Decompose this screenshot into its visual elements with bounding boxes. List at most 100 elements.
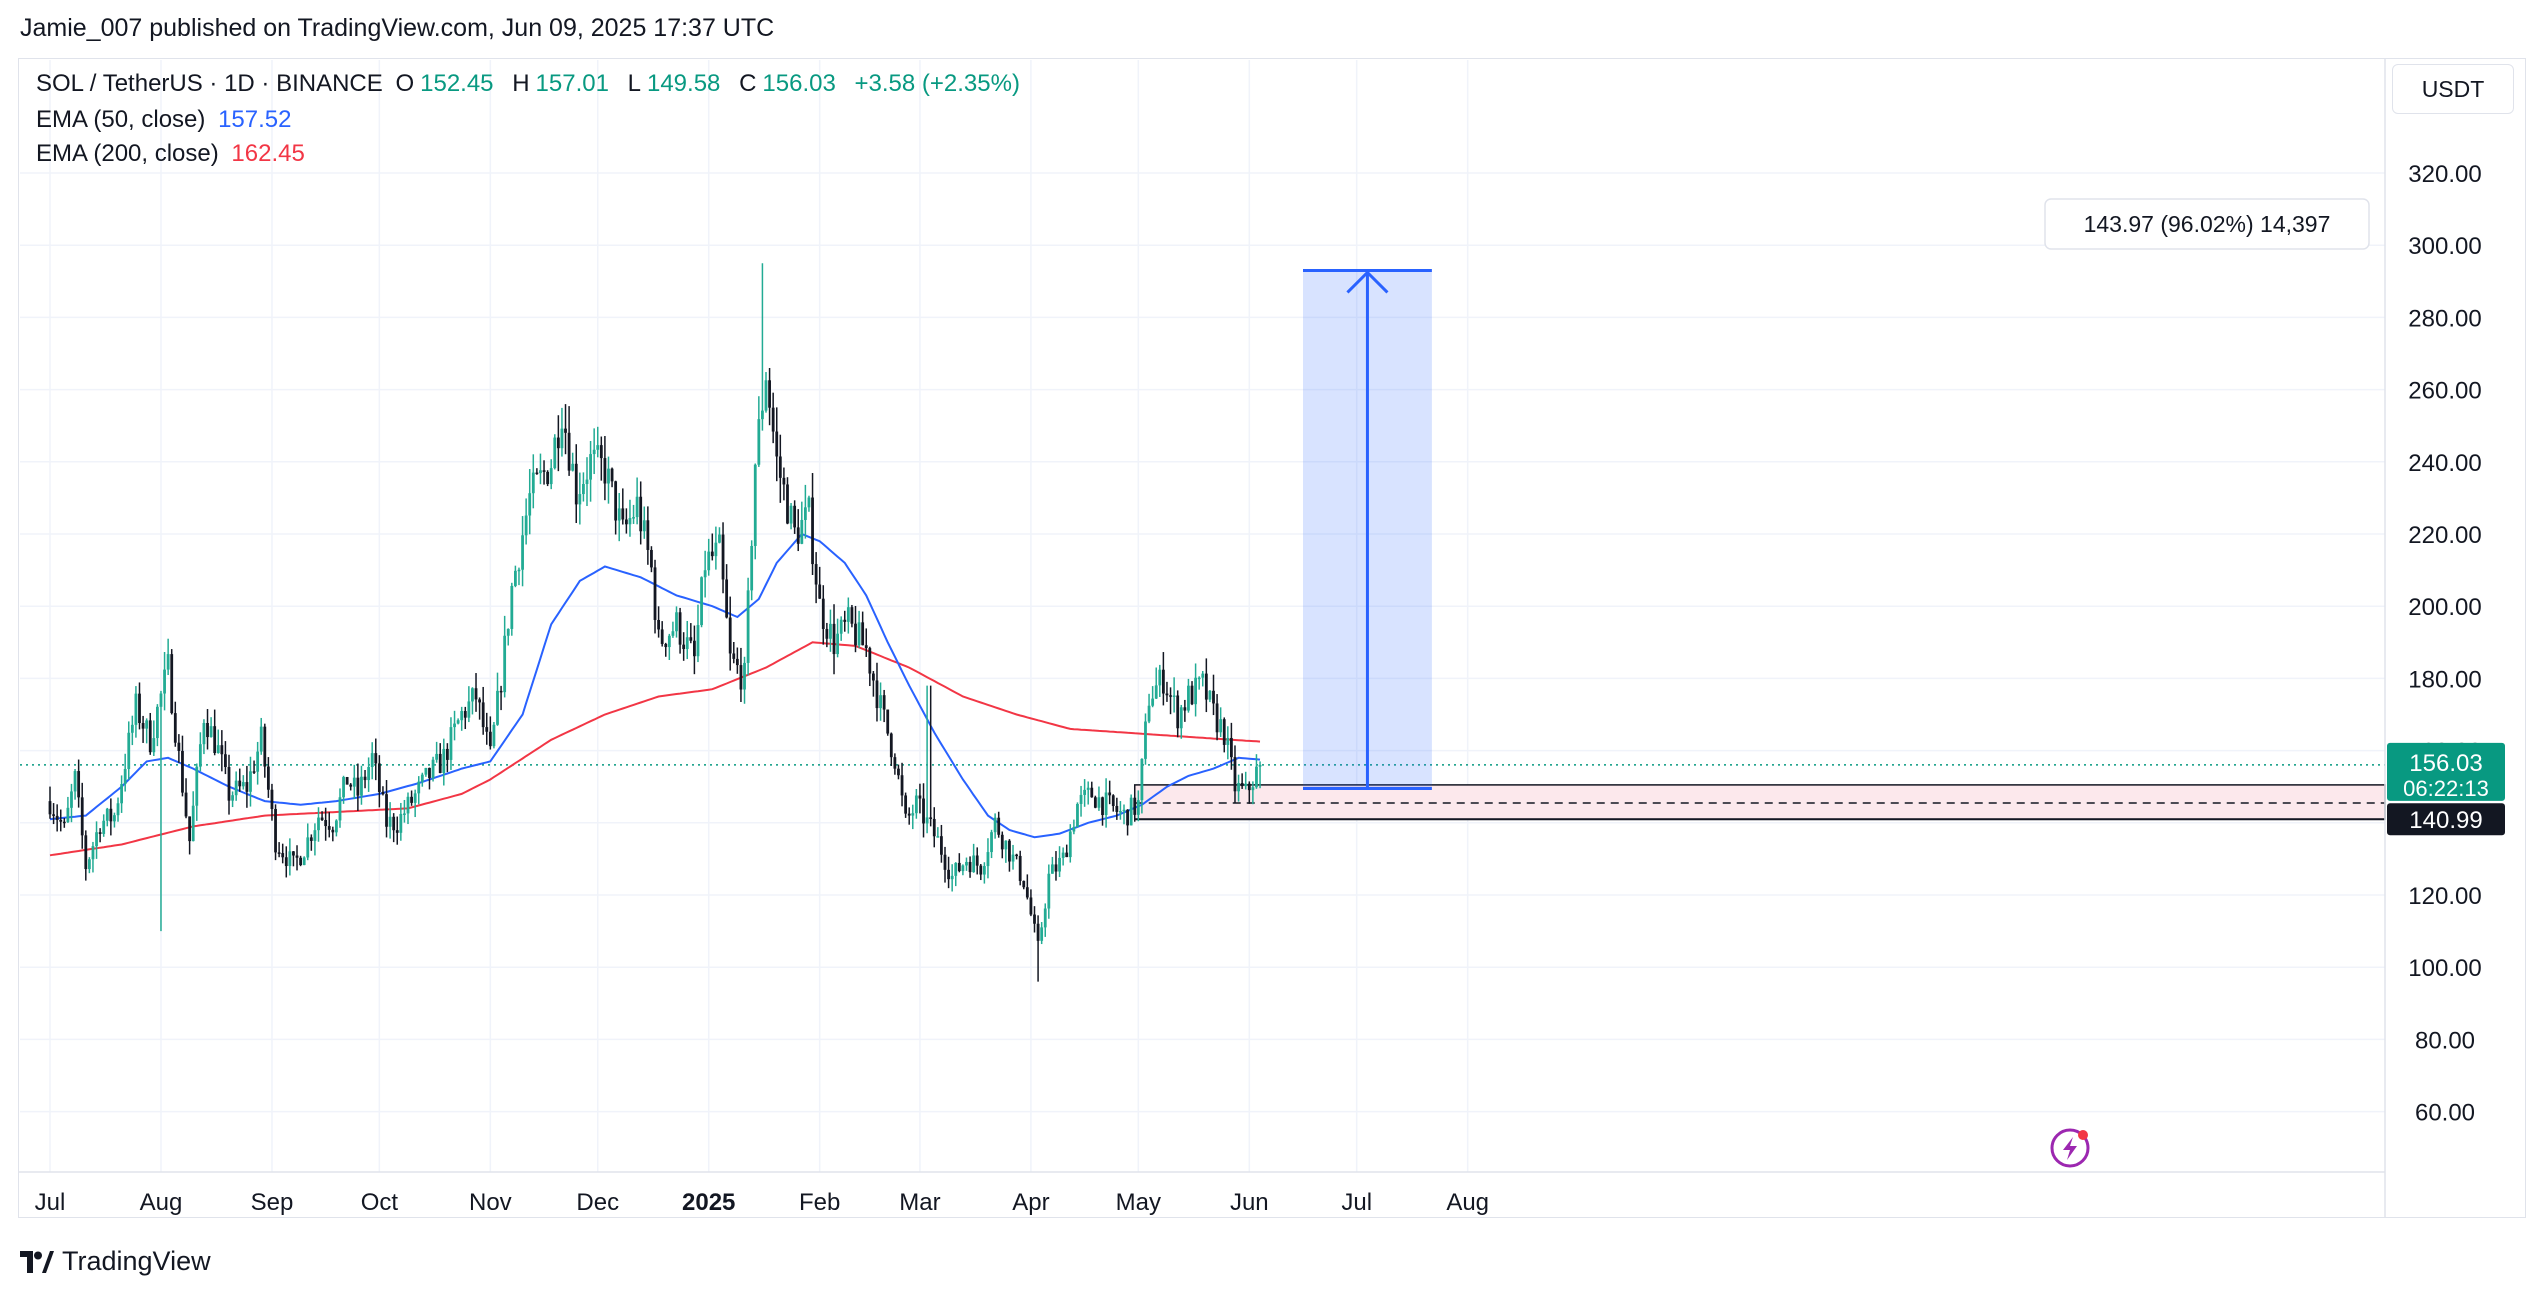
candle[interactable] (410, 796, 413, 803)
candle[interactable] (721, 534, 725, 580)
candle[interactable] (646, 520, 650, 550)
candle[interactable] (997, 817, 1001, 835)
candle[interactable] (55, 815, 59, 820)
candle[interactable] (982, 866, 986, 875)
candle[interactable] (1122, 809, 1126, 812)
candle[interactable] (796, 527, 800, 544)
candle[interactable] (757, 419, 761, 465)
candle[interactable] (875, 680, 879, 709)
candle[interactable] (1187, 685, 1190, 711)
candle[interactable] (299, 857, 302, 866)
candle[interactable] (524, 515, 528, 536)
symbol-name[interactable]: SOL / TetherUS · 1D · BINANCE (36, 70, 383, 97)
candle[interactable] (635, 496, 639, 518)
candle[interactable] (356, 777, 360, 796)
candle[interactable] (786, 484, 789, 524)
candle[interactable] (66, 807, 70, 823)
candle[interactable] (703, 570, 707, 578)
candle[interactable] (345, 777, 349, 785)
candle[interactable] (1201, 673, 1205, 678)
candle[interactable] (91, 846, 95, 860)
candle[interactable] (1158, 669, 1162, 686)
candle[interactable] (603, 458, 607, 484)
candle[interactable] (872, 673, 875, 681)
candle[interactable] (216, 745, 220, 754)
candle[interactable] (1212, 690, 1215, 704)
candle[interactable] (449, 727, 453, 760)
candle[interactable] (771, 407, 775, 432)
candle[interactable] (105, 808, 109, 821)
candle[interactable] (553, 437, 557, 469)
candle[interactable] (1000, 834, 1004, 850)
candle[interactable] (198, 744, 202, 767)
candle[interactable] (113, 815, 116, 822)
candle[interactable] (1161, 669, 1165, 694)
candle[interactable] (725, 579, 729, 618)
candle[interactable] (531, 472, 535, 494)
candle[interactable] (585, 479, 589, 484)
candle[interactable] (195, 766, 199, 806)
candle[interactable] (295, 855, 299, 858)
candle[interactable] (98, 832, 102, 834)
candle[interactable] (431, 759, 435, 778)
candle[interactable] (252, 771, 256, 773)
candle[interactable] (564, 428, 567, 433)
candle[interactable] (836, 633, 839, 655)
candle[interactable] (1255, 766, 1258, 788)
candle[interactable] (1126, 809, 1129, 826)
candle[interactable] (485, 727, 489, 732)
candle[interactable] (739, 665, 743, 690)
candle[interactable] (517, 569, 521, 572)
candle[interactable] (463, 711, 467, 718)
candle[interactable] (829, 623, 832, 639)
candle[interactable] (352, 777, 356, 787)
candle[interactable] (320, 817, 324, 821)
candle[interactable] (854, 623, 857, 646)
candle[interactable] (1197, 677, 1201, 680)
candle[interactable] (1230, 737, 1233, 758)
candle[interactable] (893, 757, 897, 769)
candle[interactable] (95, 832, 98, 847)
candle[interactable] (918, 795, 922, 799)
candle[interactable] (800, 519, 804, 544)
candle[interactable] (567, 432, 571, 471)
candle[interactable] (578, 494, 582, 505)
candle[interactable] (1093, 797, 1097, 808)
candle[interactable] (811, 497, 814, 565)
candle[interactable] (80, 797, 84, 836)
candle[interactable] (685, 637, 689, 650)
candle[interactable] (1115, 805, 1119, 812)
candle[interactable] (127, 732, 131, 769)
candle[interactable] (764, 380, 768, 411)
candle[interactable] (914, 795, 918, 814)
candle[interactable] (159, 693, 163, 707)
candle[interactable] (972, 855, 976, 873)
candle[interactable] (957, 862, 961, 872)
candle[interactable] (807, 497, 811, 508)
candle[interactable] (335, 820, 338, 833)
candle[interactable] (377, 763, 381, 792)
candle[interactable] (929, 817, 933, 819)
candle[interactable] (850, 607, 854, 624)
candle[interactable] (245, 782, 249, 792)
candle[interactable] (693, 640, 696, 657)
candle[interactable] (48, 801, 52, 815)
candle[interactable] (825, 628, 829, 639)
candle[interactable] (528, 493, 532, 516)
candle[interactable] (1133, 797, 1137, 815)
candle[interactable] (381, 791, 385, 795)
candle[interactable] (70, 791, 73, 808)
candle[interactable] (832, 623, 836, 655)
candle[interactable] (882, 695, 886, 710)
candle[interactable] (1233, 757, 1237, 792)
candle[interactable] (778, 456, 782, 478)
candle[interactable] (317, 817, 320, 831)
candle[interactable] (728, 617, 732, 654)
candle[interactable] (184, 792, 188, 817)
candle[interactable] (413, 793, 417, 803)
ema200-line[interactable] (49, 641, 1261, 857)
candle[interactable] (678, 612, 682, 645)
candle[interactable] (628, 518, 632, 525)
candle[interactable] (367, 766, 371, 781)
candle[interactable] (1215, 703, 1219, 733)
